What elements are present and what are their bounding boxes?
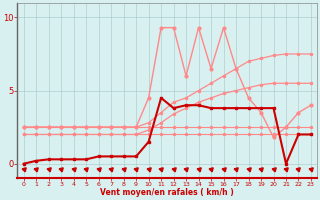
X-axis label: Vent moyen/en rafales ( km/h ): Vent moyen/en rafales ( km/h ): [100, 188, 234, 197]
